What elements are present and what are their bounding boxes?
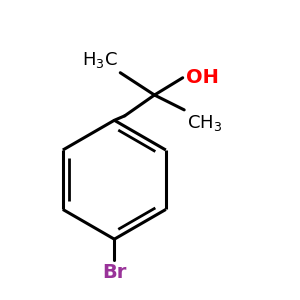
- Text: CH$_3$: CH$_3$: [187, 113, 222, 133]
- Text: Br: Br: [102, 263, 127, 282]
- Text: H$_3$C: H$_3$C: [82, 50, 117, 70]
- Text: OH: OH: [186, 68, 218, 87]
